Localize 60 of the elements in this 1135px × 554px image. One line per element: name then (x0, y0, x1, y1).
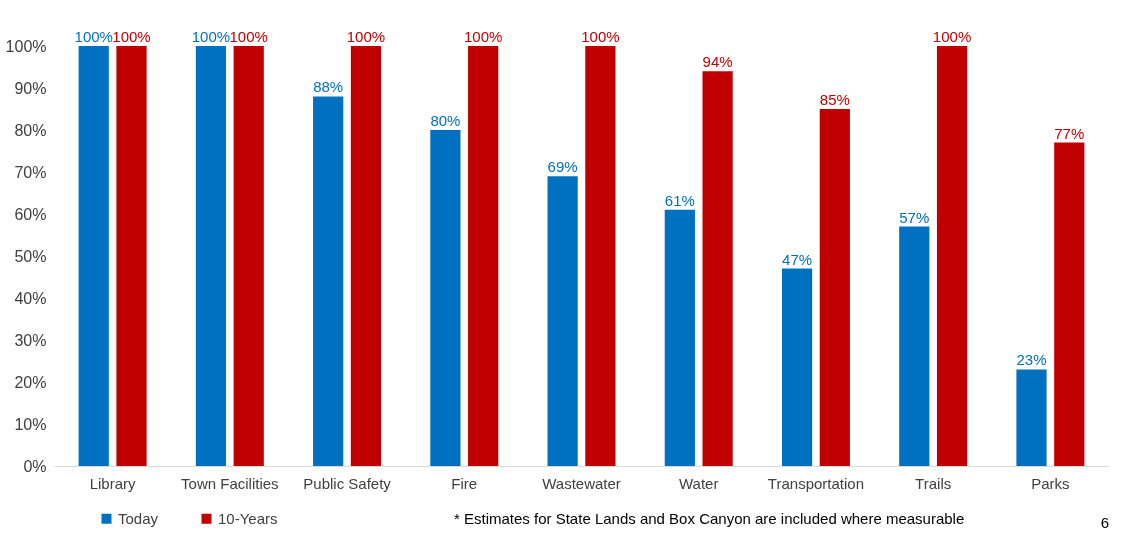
x-tick-label: Water (679, 474, 719, 492)
data-label: 94% (702, 53, 733, 71)
legend-label: Today (118, 509, 159, 527)
data-label: 100% (191, 28, 231, 45)
y-tick-label: 20% (14, 373, 47, 391)
bar (313, 96, 344, 466)
bar (781, 268, 813, 466)
bar (1054, 142, 1085, 466)
data-label: 100% (932, 28, 972, 45)
y-tick-label: 100% (5, 37, 47, 55)
x-tick-label: Transportation (767, 474, 865, 492)
y-tick-label: 10% (14, 415, 47, 433)
x-tick-label: Town Facilities (181, 474, 279, 492)
bar (195, 46, 227, 466)
data-label: 80% (430, 112, 461, 129)
bar (1016, 369, 1047, 466)
data-label: 100% (581, 28, 620, 45)
bar (702, 71, 733, 466)
y-tick-label: 90% (14, 79, 47, 97)
data-label: 57% (899, 208, 930, 226)
legend-label: 10-Years (218, 509, 278, 527)
bar (78, 46, 109, 466)
data-label: 61% (664, 191, 695, 209)
y-tick-label: 0% (23, 457, 47, 475)
y-tick-label: 70% (14, 163, 47, 181)
data-label: 23% (1016, 351, 1047, 369)
bar (116, 46, 147, 466)
y-tick-label: 40% (14, 289, 47, 307)
text: 6 (1100, 514, 1109, 531)
x-tick-label: Trails (915, 474, 952, 492)
data-label: 47% (782, 250, 813, 268)
y-tick-label: 50% (14, 247, 47, 265)
data-label: 100% (463, 28, 503, 45)
bar (350, 46, 382, 466)
y-tick-label: 30% (14, 331, 47, 349)
data-label: 69% (547, 158, 578, 176)
x-tick-label: Library (89, 474, 137, 492)
data-label: 88% (313, 78, 344, 96)
bar (430, 130, 461, 466)
bar (899, 226, 930, 466)
data-label: 85% (819, 91, 850, 108)
y-tick-label: 60% (14, 205, 47, 223)
bar (547, 176, 578, 466)
bar (233, 46, 264, 466)
x-tick-label: Parks (1031, 474, 1070, 492)
data-label: 100% (112, 28, 151, 45)
bar (468, 46, 499, 466)
x-tick-label: Public Safety (303, 474, 392, 492)
bar (936, 46, 968, 466)
bar (585, 46, 616, 466)
y-tick-label: 80% (14, 121, 47, 139)
data-label: 100% (74, 28, 113, 45)
bar (819, 109, 850, 466)
x-tick-label: Wastewater (542, 474, 621, 492)
data-label: 100% (229, 28, 268, 45)
text: * Estimates for State Lands and Box Canyon are included where measurable (454, 510, 965, 527)
data-label: 100% (346, 28, 386, 45)
data-label: 77% (1054, 124, 1085, 142)
x-tick-label: Fire (451, 474, 478, 492)
bar (664, 209, 695, 466)
